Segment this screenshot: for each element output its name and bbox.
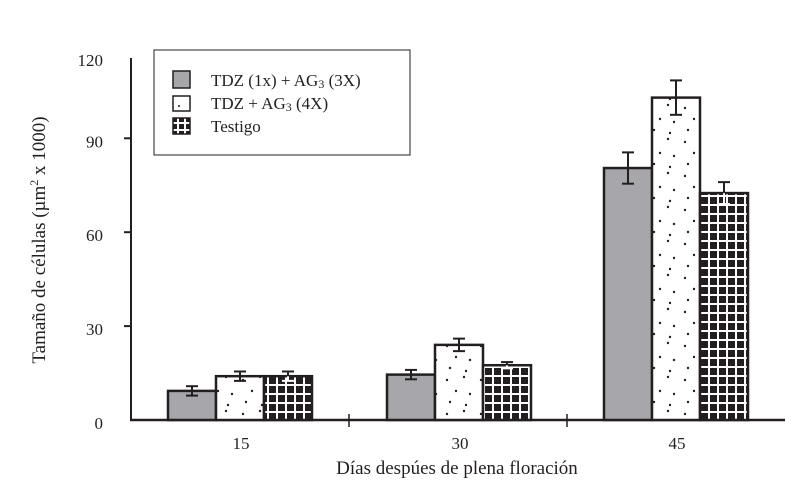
error-bar bbox=[622, 151, 634, 185]
x-tick-label: 30 bbox=[452, 434, 469, 453]
legend-swatch-gray bbox=[172, 70, 191, 89]
y-axis-title: Tamaño de células (µm2 x 1000) bbox=[27, 116, 50, 363]
legend: TDZ (1x) + AG3 (3X) TDZ + AG3 (4X) Testi… bbox=[153, 49, 411, 156]
legend-label-2: TDZ + AG3 (4X) bbox=[211, 94, 328, 114]
y-tick-label: 90 bbox=[86, 132, 103, 151]
legend-swatch-grid-line bbox=[184, 118, 186, 134]
bar-tdz-1x-ag3-3x bbox=[602, 166, 654, 422]
bar-tdz-ag3-4x bbox=[214, 374, 266, 422]
error-bar bbox=[718, 181, 730, 206]
error-bar bbox=[234, 370, 246, 382]
legend-swatch-grid-line bbox=[177, 118, 179, 134]
error-bar bbox=[186, 385, 198, 397]
legend-label-3: Testigo bbox=[211, 117, 261, 136]
legend-swatch-grid-line bbox=[173, 129, 190, 131]
x-tick-label: 45 bbox=[669, 434, 686, 453]
legend-swatch-grid bbox=[173, 118, 190, 134]
y-tick-label: 0 bbox=[95, 414, 104, 433]
y-axis-ticks: 0 30 60 90 120 bbox=[78, 51, 131, 433]
x-tick-label: 15 bbox=[233, 434, 250, 453]
bar-tdz-ag3-4x bbox=[433, 343, 485, 422]
y-tick-label: 60 bbox=[86, 226, 103, 245]
x-axis-ticks: 15 30 45 bbox=[233, 434, 686, 453]
bar-tdz-1x-ag3-3x bbox=[385, 373, 437, 422]
bar-testigo bbox=[481, 363, 533, 422]
legend-swatch-dot bbox=[178, 105, 180, 107]
bar-tdz-ag3-4x bbox=[650, 96, 702, 422]
error-bar bbox=[670, 79, 682, 116]
error-bar bbox=[405, 368, 417, 381]
legend-swatch-grid-border bbox=[172, 117, 191, 135]
bar-testigo bbox=[262, 374, 314, 422]
legend-box bbox=[153, 49, 411, 156]
legend-label-1: TDZ (1x) + AG3 (3X) bbox=[211, 71, 361, 91]
error-bar bbox=[501, 361, 513, 370]
bar-testigo bbox=[698, 191, 750, 422]
legend-swatch-grid-line bbox=[173, 122, 190, 124]
y-tick-label: 120 bbox=[78, 51, 104, 70]
error-bar bbox=[282, 370, 294, 382]
bar-series bbox=[166, 79, 750, 422]
x-axis-title: Días despúes de plena floración bbox=[336, 458, 578, 479]
y-tick-label: 30 bbox=[86, 320, 103, 339]
error-bar bbox=[453, 337, 465, 353]
legend-swatch-dots bbox=[172, 95, 191, 112]
